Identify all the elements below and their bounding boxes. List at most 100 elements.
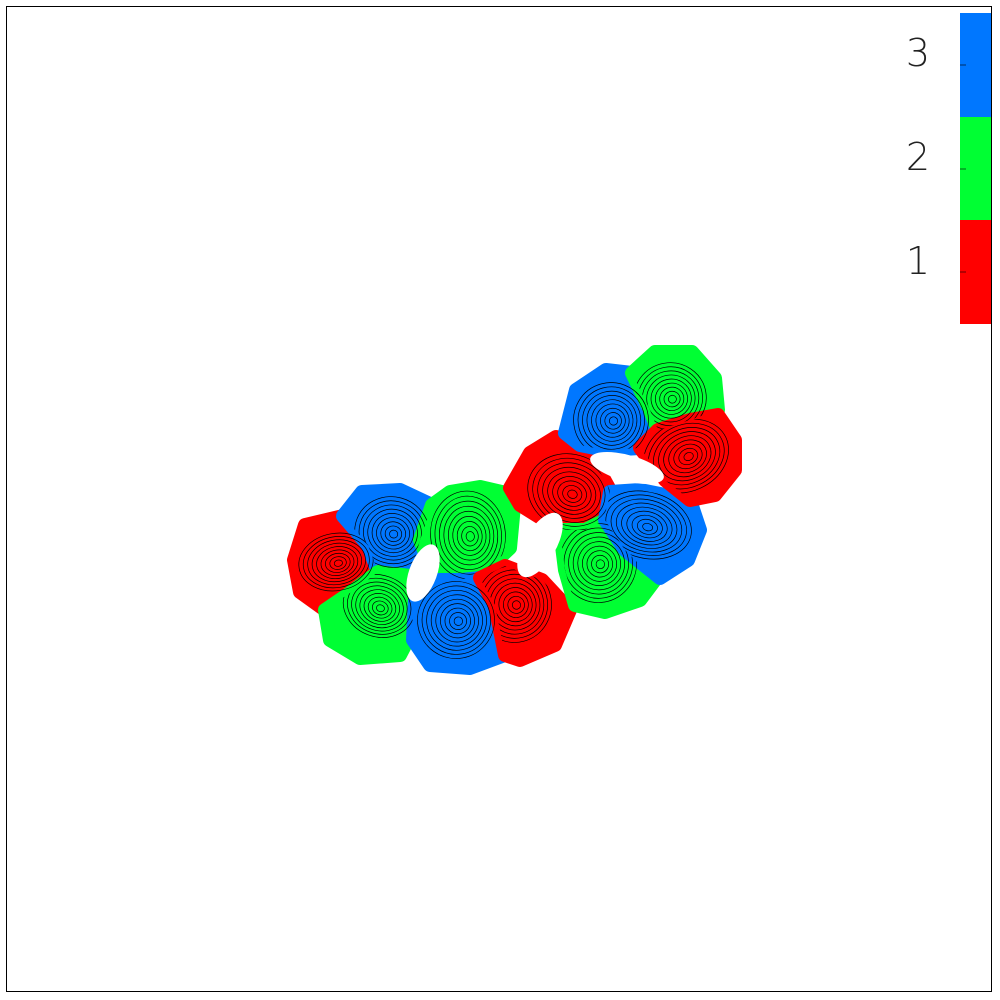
- contour-line: [650, 378, 692, 419]
- contour-line: [465, 531, 475, 542]
- contour-line: [316, 546, 359, 580]
- region-r12-level-1: [633, 408, 742, 507]
- contour-line: [577, 541, 621, 586]
- contour-line: [363, 593, 397, 622]
- contour-line: [355, 585, 404, 629]
- contour-line: [435, 598, 479, 643]
- contour-line: [507, 595, 525, 614]
- contour-line: [439, 500, 499, 570]
- contour-line: [376, 604, 385, 613]
- contour-line: [440, 603, 475, 639]
- contour-line: [311, 542, 363, 583]
- contours-r5: [417, 581, 495, 659]
- contour-line: [371, 513, 414, 554]
- contour-line: [461, 526, 479, 547]
- contour-line: [615, 502, 678, 549]
- contour-line: [586, 395, 638, 446]
- contour-line: [636, 518, 658, 535]
- contours-r10: [573, 382, 649, 450]
- contour-line: [376, 517, 410, 550]
- contour-line: [389, 529, 399, 539]
- contour-line: [453, 616, 464, 626]
- contour-line: [582, 545, 617, 582]
- contour-line: [591, 399, 634, 442]
- contour-line: [307, 539, 366, 586]
- contour-line: [447, 510, 491, 561]
- contour-line: [503, 591, 529, 618]
- contour-line: [582, 390, 642, 450]
- domain-hole-3: [590, 452, 664, 484]
- domain-hole-2: [517, 512, 563, 578]
- contour-line: [498, 587, 533, 623]
- region-r5-level-3: [406, 571, 512, 675]
- contour-line: [605, 490, 692, 560]
- contour-line: [351, 581, 408, 632]
- contour-line: [608, 416, 618, 426]
- regions-layer: [287, 345, 742, 675]
- contour-line: [380, 521, 407, 546]
- contour-line: [542, 467, 601, 519]
- contour-line: [595, 559, 606, 569]
- contours-r9: [605, 490, 692, 560]
- contour-line: [367, 596, 393, 619]
- contour-line: [347, 577, 412, 635]
- contour-line: [600, 407, 626, 434]
- colorbar-label-1: 1: [905, 239, 931, 283]
- contour-line: [452, 515, 487, 556]
- contour-line: [562, 485, 583, 503]
- plot-frame: [6, 6, 992, 992]
- contour-line: [444, 607, 471, 635]
- contour-line: [421, 585, 491, 655]
- contour-line: [659, 386, 685, 411]
- contour-line: [595, 403, 630, 438]
- contour-line: [430, 594, 483, 647]
- contour-line: [511, 600, 521, 610]
- contour-line: [567, 489, 578, 499]
- domain-hole-1: [406, 544, 440, 602]
- contour-line: [333, 559, 343, 567]
- region-r8-level-2: [553, 513, 662, 619]
- contour-line: [655, 382, 688, 415]
- contour-line: [573, 382, 649, 450]
- colorbar-label-3: 3: [905, 31, 931, 75]
- contour-line: [320, 549, 355, 576]
- contour-line: [626, 510, 668, 542]
- contour-line: [668, 439, 707, 474]
- contour-line: [577, 386, 645, 450]
- region-r6-level-1: [473, 559, 577, 667]
- contour-line: [426, 590, 487, 651]
- contour-line: [610, 498, 683, 553]
- contour-line: [658, 431, 716, 482]
- contour-line: [371, 600, 389, 616]
- contour-line: [480, 566, 552, 643]
- contour-line: [663, 390, 681, 408]
- contour-line: [329, 556, 347, 570]
- contour-line: [572, 536, 625, 591]
- contour-line: [325, 552, 351, 573]
- contour-line: [586, 550, 613, 578]
- colorbar-label-2: 2: [905, 135, 931, 179]
- contour-line: [434, 495, 502, 575]
- contour-line: [384, 525, 403, 543]
- contour-line: [605, 494, 687, 556]
- contour-line: [456, 521, 483, 552]
- contour-line: [667, 394, 677, 404]
- contour-line: [552, 476, 592, 511]
- contour-lines: [298, 362, 729, 659]
- contour-line: [604, 412, 622, 430]
- contour-line: [443, 505, 495, 566]
- contour-line: [631, 514, 663, 539]
- contour-line: [678, 447, 699, 466]
- contour-line: [547, 471, 597, 515]
- contour-line: [359, 589, 400, 625]
- contour-line: [367, 508, 418, 557]
- contour-line: [642, 522, 654, 532]
- contour-line: [557, 480, 587, 507]
- contour-line: [673, 443, 703, 470]
- contour-line: [646, 374, 696, 423]
- contours-r3: [342, 574, 413, 638]
- contour-line: [683, 452, 694, 462]
- colorbar: [960, 13, 991, 324]
- contour-line: [591, 554, 609, 574]
